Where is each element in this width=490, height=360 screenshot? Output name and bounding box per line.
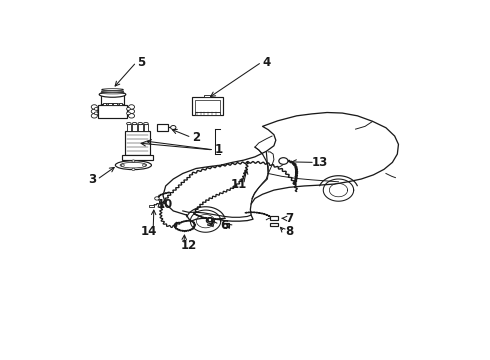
Circle shape: [91, 105, 98, 109]
Bar: [144, 123, 148, 131]
Text: 11: 11: [231, 178, 247, 191]
Bar: [119, 103, 122, 105]
Bar: [98, 105, 126, 118]
Bar: [122, 156, 152, 159]
Text: 3: 3: [88, 173, 97, 186]
Ellipse shape: [138, 122, 143, 125]
Text: 12: 12: [180, 239, 196, 252]
Bar: [113, 103, 117, 105]
Circle shape: [171, 126, 176, 129]
Bar: [101, 94, 124, 105]
Circle shape: [94, 112, 98, 115]
Text: 13: 13: [311, 156, 328, 169]
Bar: [94, 108, 98, 110]
Circle shape: [143, 164, 146, 166]
Bar: [149, 205, 154, 207]
Circle shape: [155, 197, 159, 200]
Ellipse shape: [101, 104, 124, 107]
Bar: [102, 103, 106, 105]
Bar: [108, 103, 112, 105]
Circle shape: [126, 112, 130, 115]
Circle shape: [128, 105, 135, 109]
Ellipse shape: [101, 92, 124, 94]
Bar: [192, 97, 222, 115]
Bar: [157, 125, 168, 131]
Bar: [196, 100, 220, 112]
Ellipse shape: [101, 89, 123, 90]
Bar: [138, 123, 143, 131]
Bar: [132, 123, 137, 131]
Circle shape: [279, 158, 288, 164]
Bar: [196, 112, 220, 115]
Circle shape: [128, 114, 135, 118]
Text: 10: 10: [156, 198, 172, 211]
Text: 7: 7: [285, 212, 293, 225]
Bar: [222, 223, 229, 227]
Text: 14: 14: [141, 225, 157, 238]
Circle shape: [126, 108, 130, 110]
Bar: [125, 131, 149, 156]
Circle shape: [91, 109, 98, 114]
Circle shape: [121, 164, 124, 166]
Bar: [126, 112, 130, 115]
Ellipse shape: [101, 90, 124, 92]
Ellipse shape: [144, 122, 148, 125]
Circle shape: [91, 114, 98, 118]
Circle shape: [128, 109, 135, 114]
Ellipse shape: [101, 92, 124, 96]
Ellipse shape: [126, 122, 131, 125]
Text: 8: 8: [285, 225, 293, 238]
Bar: [204, 95, 211, 97]
Circle shape: [132, 168, 135, 170]
Text: 9: 9: [205, 216, 214, 229]
Ellipse shape: [99, 92, 126, 97]
Text: 6: 6: [220, 219, 229, 232]
Text: 2: 2: [192, 131, 200, 144]
Text: 1: 1: [215, 143, 223, 157]
Text: 4: 4: [262, 55, 270, 68]
Circle shape: [132, 160, 135, 162]
Ellipse shape: [115, 161, 151, 170]
Ellipse shape: [120, 162, 147, 168]
Circle shape: [206, 218, 214, 223]
Text: 5: 5: [137, 55, 145, 68]
Circle shape: [94, 108, 98, 110]
Ellipse shape: [132, 122, 137, 125]
Bar: [126, 123, 131, 131]
Bar: [270, 216, 278, 220]
Bar: [126, 108, 130, 110]
Bar: [94, 112, 98, 115]
Bar: [270, 223, 278, 226]
